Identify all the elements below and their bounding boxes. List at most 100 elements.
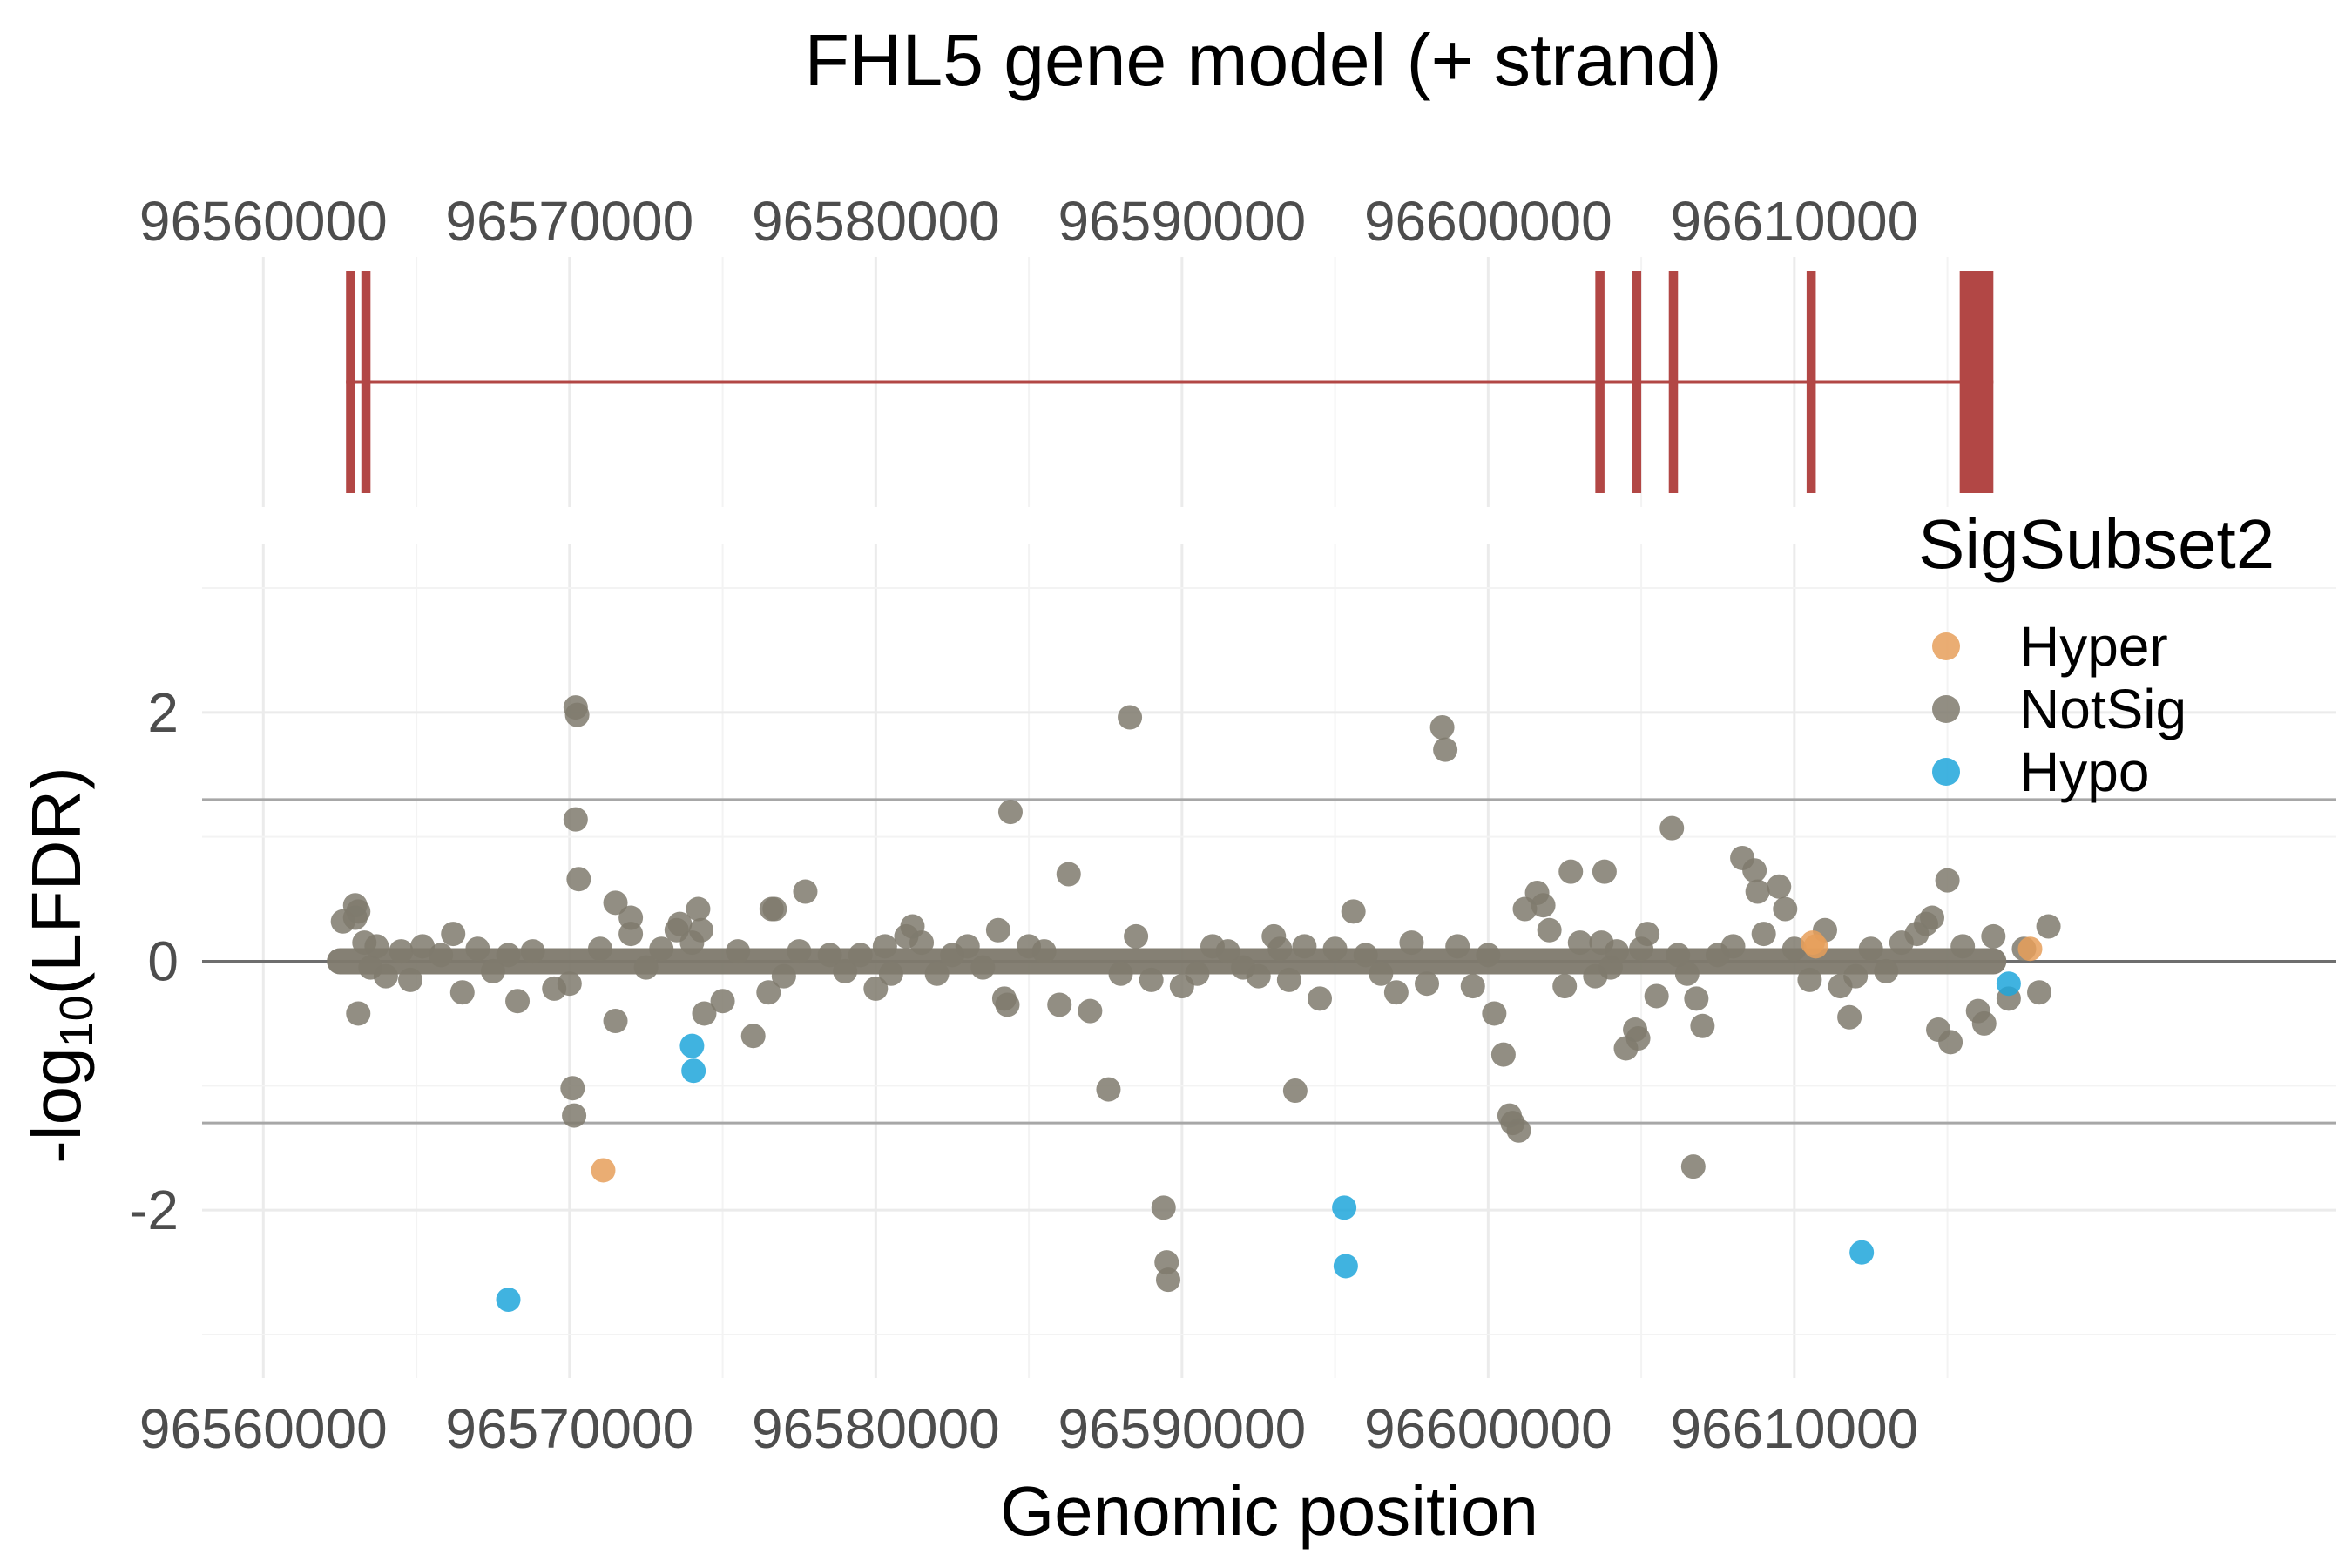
point-notsig [1267, 936, 1293, 962]
point-notsig [1592, 859, 1617, 884]
point-notsig [762, 896, 787, 922]
point-notsig [1558, 859, 1584, 884]
point-notsig [1292, 934, 1317, 959]
lfdr-scatter-panel: -2 0 2 96560000 96570000 96580000 96590000 966… [17, 505, 2336, 1550]
point-notsig [564, 702, 590, 727]
point-notsig [1031, 939, 1057, 964]
point-notsig [793, 879, 818, 904]
x-tick-label: 96590000 [1058, 1397, 1306, 1460]
point-notsig [1935, 868, 1960, 893]
point-notsig [1429, 714, 1455, 740]
y-axis-title-tail: (LFDR) [17, 767, 95, 995]
point-hyper [1803, 934, 1828, 959]
point-notsig [1950, 934, 1976, 959]
y-tick-label: 2 [147, 681, 179, 744]
point-notsig [505, 989, 531, 1014]
y-tick-label: -2 [129, 1179, 179, 1241]
point-notsig [710, 989, 735, 1014]
x-tick-label: 96580000 [752, 1397, 1000, 1460]
point-notsig [1482, 1001, 1507, 1026]
point-notsig [1635, 922, 1660, 947]
point-notsig [1185, 961, 1210, 986]
point-notsig [1460, 974, 1485, 999]
exon-block [1668, 271, 1679, 493]
point-notsig [1154, 1250, 1179, 1275]
point-notsig [410, 934, 436, 959]
gene-model-title: FHL5 gene model (+ strand) [805, 19, 1722, 101]
x-tick-labels: 96560000 96570000 96580000 96590000 96600000… [139, 1397, 1918, 1460]
point-hypo [496, 1288, 521, 1313]
point-notsig [346, 1001, 371, 1026]
point-notsig [1837, 1004, 1862, 1030]
point-notsig [603, 890, 628, 916]
point-notsig [878, 961, 903, 986]
y-axis-title-main: -log [17, 1047, 95, 1163]
exon-block [361, 271, 371, 493]
point-notsig [1369, 961, 1394, 986]
point-notsig [496, 943, 521, 968]
point-notsig [985, 917, 1010, 943]
point-notsig [1666, 943, 1691, 968]
point-notsig [1981, 923, 2006, 949]
point-notsig [924, 961, 950, 986]
point-notsig [1383, 980, 1409, 1005]
point-notsig [787, 939, 812, 964]
point-notsig [1531, 893, 1556, 918]
gene-model-x-tick-label: 96590000 [1058, 190, 1306, 253]
gene-model-x-tick-label: 96600000 [1364, 190, 1612, 253]
point-notsig [872, 934, 897, 959]
point-notsig [1490, 1042, 1516, 1067]
exon-block [1595, 271, 1605, 493]
point-hypo [679, 1033, 705, 1058]
x-axis-title: Genomic position [1000, 1472, 1538, 1550]
exon-block [1959, 271, 1994, 493]
point-notsig [449, 980, 475, 1005]
point-notsig [1567, 930, 1592, 956]
legend-key-hypo [1932, 758, 1960, 786]
point-notsig [1742, 858, 1767, 883]
gene-structure [346, 271, 1994, 493]
point-notsig [1773, 896, 1798, 922]
point-notsig [1282, 1078, 1308, 1104]
gene-model-x-tick-label: 96610000 [1670, 190, 1918, 253]
point-notsig [833, 958, 858, 983]
point-notsig [667, 911, 693, 936]
point-notsig [1920, 905, 1945, 930]
point-notsig [955, 934, 980, 959]
point-notsig [429, 943, 454, 968]
point-notsig [1938, 1030, 1963, 1055]
point-notsig [649, 936, 674, 962]
point-notsig [1078, 998, 1103, 1024]
point-notsig [848, 943, 873, 968]
point-notsig [566, 867, 591, 892]
point-notsig [520, 939, 545, 964]
point-notsig [560, 1076, 585, 1101]
point-notsig [1552, 974, 1578, 999]
point-notsig [740, 1024, 766, 1049]
point-notsig [1751, 922, 1776, 947]
point-notsig [1971, 1010, 1997, 1036]
point-notsig [1151, 1195, 1176, 1220]
point-notsig [1124, 923, 1149, 949]
point-notsig [1674, 961, 1700, 986]
point-notsig [1399, 930, 1424, 956]
point-notsig [2027, 980, 2052, 1005]
x-tick-label: 96600000 [1364, 1397, 1612, 1460]
point-hyper [2017, 936, 2043, 962]
point-notsig [1322, 936, 1348, 962]
point-notsig [441, 922, 466, 947]
exon-block [1632, 271, 1642, 493]
point-notsig [1680, 1154, 1706, 1179]
legend-key-notsig [1932, 695, 1960, 723]
point-notsig [997, 800, 1023, 825]
point-notsig [618, 922, 644, 947]
point-hypo [1849, 1240, 1875, 1265]
gene-model-x-tick-label: 96580000 [752, 190, 1000, 253]
y-axis-title-subscript: 10 [51, 995, 103, 1047]
point-notsig [2036, 914, 2061, 939]
point-notsig [1433, 737, 1458, 762]
point-hyper [591, 1158, 616, 1183]
point-notsig [688, 917, 713, 943]
point-notsig [1353, 943, 1378, 968]
